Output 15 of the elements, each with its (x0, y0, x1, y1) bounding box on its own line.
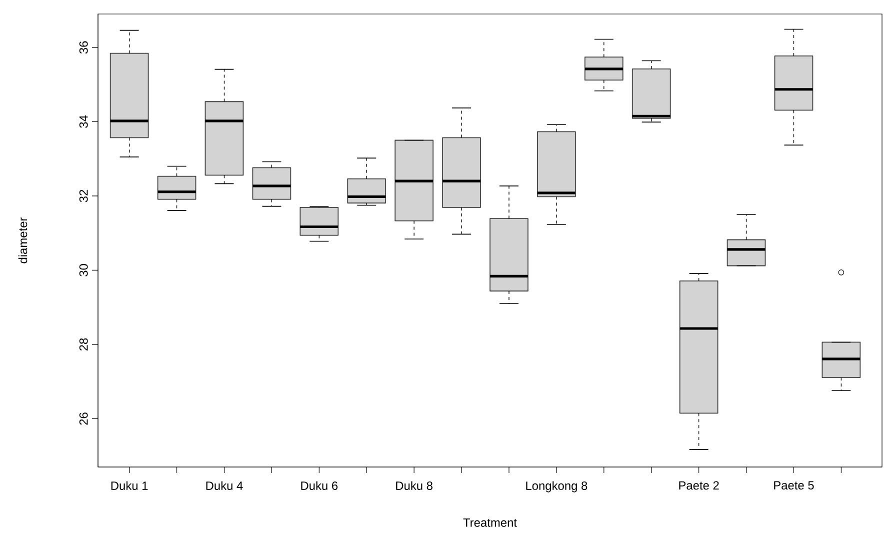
y-tick-label: 36 (79, 41, 88, 54)
x-tick-label: Duku 8 (396, 481, 432, 490)
y-tick-label: 34 (79, 115, 88, 128)
x-tick-label: Paete 2 (679, 481, 719, 490)
x-tick-label: Paete 5 (774, 481, 814, 490)
x-tick-label: Duku 6 (301, 481, 338, 490)
y-tick-label: 28 (79, 338, 88, 351)
y-tick-label: 30 (79, 264, 88, 276)
x-axis-title: Treatment (463, 518, 517, 527)
y-axis-title: diameter (18, 217, 28, 264)
x-tick-label: Longkong 8 (526, 481, 588, 492)
x-tick-label: Duku 4 (206, 481, 243, 490)
y-tick-label: 32 (79, 190, 88, 202)
y-tick-label: 26 (79, 412, 88, 425)
x-tick-label: Duku 1 (111, 481, 148, 490)
